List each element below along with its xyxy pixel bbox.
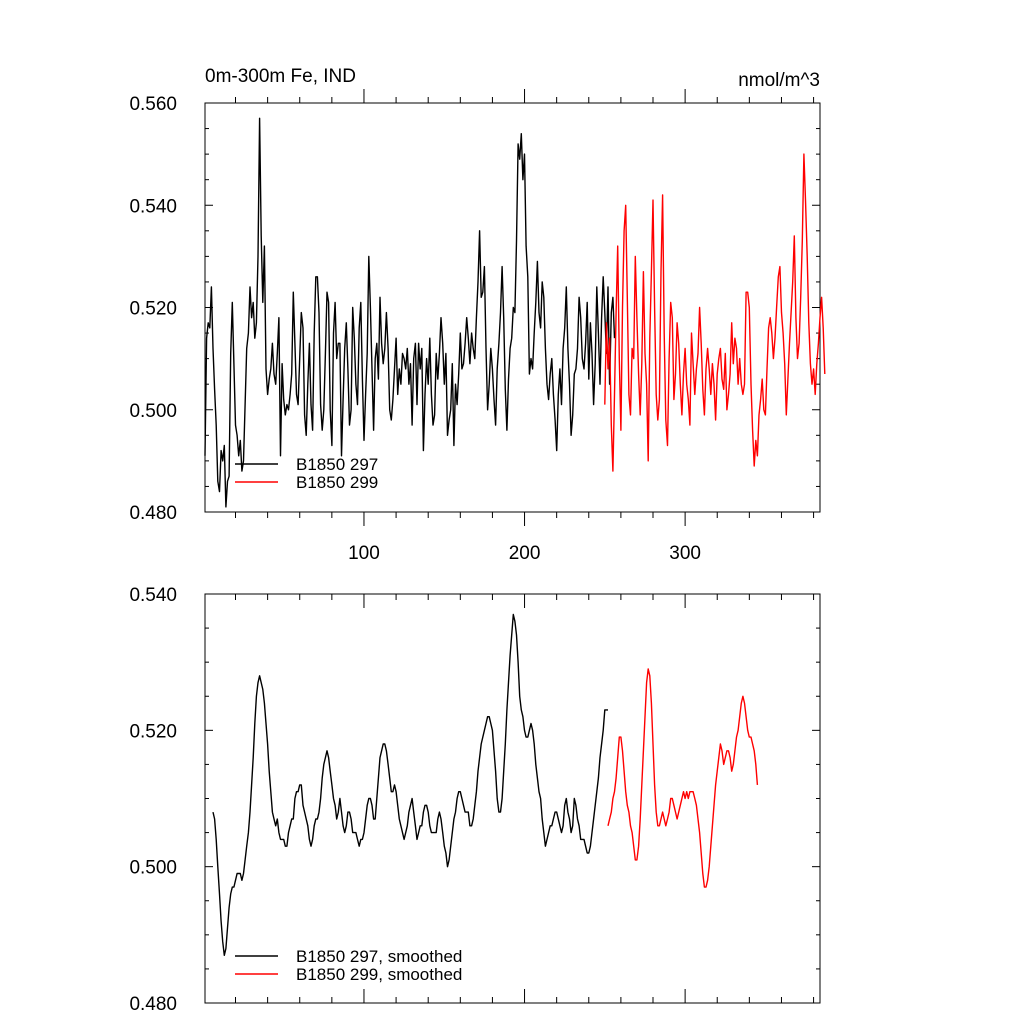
y-tick-label: 0.480 [129,503,177,524]
bottom-panel: 0.480 0.500 0.520 0.540 B1850 297, smoothedB… [129,585,821,1015]
top-panel-title: 0m-300m Fe, IND [205,66,356,87]
y-tick-label: 0.520 [129,299,177,320]
series-line-0 [212,613,608,956]
series-line-0 [204,117,616,508]
x-tick-label: 100 [348,543,380,564]
plot-frame [204,593,821,1004]
y-tick-label: 0.540 [129,196,177,217]
plot-frame [204,102,821,513]
top-panel-units: nmol/m^3 [738,70,820,91]
legend-label-1: B1850 299 [296,473,378,492]
y-tick-label: 0.480 [129,994,177,1015]
y-tick-label: 0.560 [129,94,177,115]
y-tick-label: 0.500 [129,858,177,879]
y-tick-label: 0.500 [129,401,177,422]
series-line-1 [607,668,759,888]
legend-label-1: B1850 299, smoothed [296,965,462,984]
top-panel: 0m-300m Fe, IND nmol/m^3 0.480 0.500 0.520… [129,66,826,564]
legend-label-0: B1850 297, smoothed [296,947,462,966]
x-tick-label: 300 [669,543,701,564]
legend-label-0: B1850 297 [296,455,378,474]
x-tick-label: 200 [509,543,541,564]
y-tick-label: 0.520 [129,721,177,742]
y-tick-label: 0.540 [129,585,177,606]
series-line-1 [604,153,826,472]
